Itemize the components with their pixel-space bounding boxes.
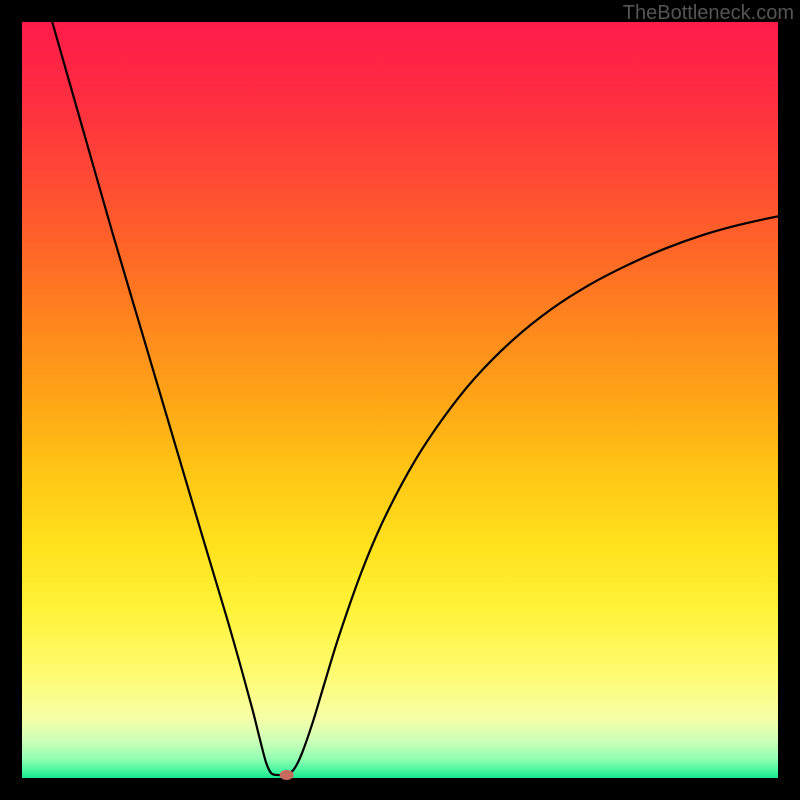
chart-container: TheBottleneck.com [0, 0, 800, 800]
plot-background [22, 22, 778, 778]
watermark-text: TheBottleneck.com [623, 2, 794, 25]
minimum-marker [280, 770, 294, 780]
bottleneck-chart [0, 0, 800, 800]
